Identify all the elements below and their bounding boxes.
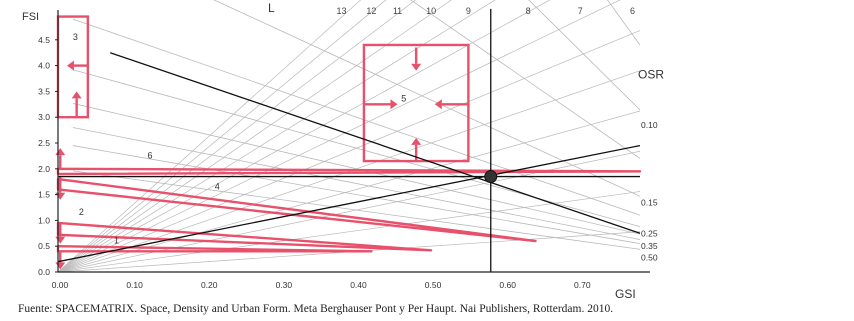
arrow-head [411, 137, 422, 145]
label-layer: 0.0 0.5 1.0 1.5 2.0 2.5 3.0 3.5 4.0 4.5 0.00 0.10 0.… [22, 1, 664, 300]
region-label: 3 [73, 32, 78, 42]
osr-line [213, 0, 641, 197]
y-tick-label: 1.0 [38, 215, 50, 225]
spacematrix-chart: 0.0 0.5 1.0 1.5 2.0 2.5 3.0 3.5 4.0 4.5 0.00 0.10 0.… [22, 0, 664, 300]
osr-line [606, 0, 641, 46]
l-value-label: 11 [393, 6, 402, 16]
osr-line [528, 0, 641, 111]
l-line [57, 0, 621, 273]
y-tick-label: 4.0 [38, 61, 50, 71]
osr-line [72, 18, 641, 216]
osr-value-label: 0.10 [641, 120, 658, 130]
arrow-head [434, 99, 442, 110]
y-tick-label: 3.5 [38, 86, 50, 96]
x-tick-label: 0.70 [574, 280, 591, 290]
figure-caption: Fuente: SPACEMATRIX. Space, Density and … [18, 303, 614, 315]
x-tick-label: 0.40 [350, 280, 367, 290]
y-tick-label: 1.5 [38, 190, 50, 200]
y-tick-label: 0.0 [38, 267, 50, 277]
arrow-head [71, 91, 82, 99]
osr-value-label: 0.35 [641, 241, 658, 251]
x-tick-label: 0.00 [52, 280, 69, 290]
reference-line [57, 144, 641, 263]
osr-line [410, 0, 641, 159]
y-tick-label: 3.0 [38, 112, 50, 122]
osr-value-label: 0.50 [641, 253, 658, 263]
l-value-label: 12 [366, 6, 376, 16]
l-line [57, 0, 496, 273]
l-line [57, 110, 641, 273]
region-outline [56, 177, 537, 243]
y-tick-label: 2.5 [38, 138, 50, 148]
l-line [57, 0, 387, 273]
l-value-label: 6 [630, 6, 635, 16]
x-tick-label: 0.60 [499, 280, 516, 290]
osr-line [72, 127, 641, 240]
y-tick-label: 4.5 [38, 35, 50, 45]
l-value-label: 7 [578, 6, 583, 16]
l-line [57, 0, 551, 273]
osr-line [72, 145, 641, 245]
arrow-head [55, 236, 66, 244]
reference-line [110, 52, 641, 234]
l-line [57, 191, 641, 273]
region-layer [55, 15, 642, 270]
black-lines-layer [57, 8, 641, 272]
osr-line [72, 103, 641, 235]
intersection-point [484, 170, 498, 184]
region-label: 4 [215, 181, 220, 191]
x-tick-label: 0.20 [201, 280, 218, 290]
region-label: 5 [401, 94, 406, 104]
arrow-head [411, 63, 422, 71]
arrow-head [390, 99, 398, 110]
arrow-head [55, 148, 66, 156]
y-tick-label: 0.5 [38, 241, 50, 251]
osr-value-label: 0.15 [641, 197, 658, 207]
x-tick-label: 0.10 [126, 280, 143, 290]
x-tick-label: 0.30 [276, 280, 293, 290]
x-axis-label: GSI [615, 287, 636, 300]
l-value-label: 13 [337, 6, 347, 16]
l-axis-label: L [268, 1, 275, 15]
l-value-label: 10 [426, 6, 436, 16]
region-label: 6 [148, 150, 153, 160]
x-tick-label: 0.50 [425, 280, 442, 290]
l-line [57, 30, 641, 273]
arrow-head [66, 60, 74, 71]
osr-axis-label: OSR [638, 68, 664, 82]
arrow-head [55, 192, 66, 200]
axis-layer [55, 10, 650, 273]
y-axis-label: FSI [22, 11, 39, 23]
l-value-label: 8 [526, 6, 531, 16]
l-value-label: 9 [466, 6, 471, 16]
grid-layer [57, 0, 641, 273]
osr-value-label: 0.25 [641, 228, 658, 238]
y-tick-label: 2.0 [38, 164, 50, 174]
region-label: 1 [114, 236, 119, 246]
region-label: 2 [79, 207, 84, 217]
osr-line [72, 170, 641, 250]
